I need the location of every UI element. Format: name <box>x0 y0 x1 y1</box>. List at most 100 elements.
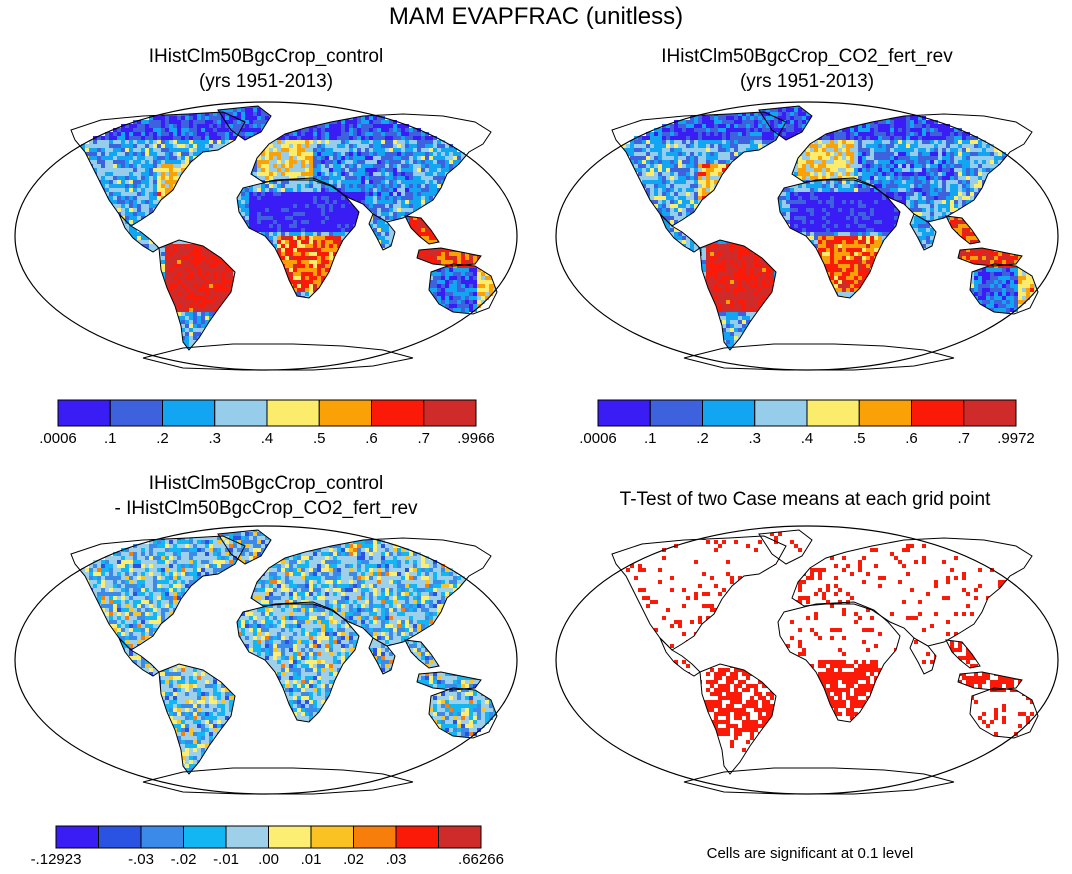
colorbar-swatch <box>371 399 425 427</box>
coastline-india <box>368 213 396 251</box>
colorbar-tick-label: .9966 <box>457 430 495 447</box>
coastline-eurasia <box>250 113 492 223</box>
map-border <box>555 525 1059 795</box>
colorbar-swatch <box>858 399 912 427</box>
significance-note: Cells are significant at 0.1 level <box>560 845 1060 863</box>
colorbar-difference: -.12923 -.03 -.02 -.01 .00 .01 .02 .03 .66266 <box>31 825 504 868</box>
colorbar-tick-label: .4 <box>801 430 814 447</box>
colorbar-tick-label: .3 <box>208 430 221 447</box>
coastline-southAmerica <box>699 239 777 351</box>
colorbar-tick-label: -.02 <box>171 851 197 868</box>
map-border <box>14 525 518 795</box>
colorbar-co2-fert-rev: .0006 .1 .2 .3 .4 .5 .6 .7 .9972 <box>579 399 1035 447</box>
coastline-centralAmerica <box>659 213 701 253</box>
coastline-indonesia <box>957 671 1023 691</box>
coastline-northAmerica <box>70 535 246 651</box>
colorbar-tick-label: .2 <box>156 430 169 447</box>
colorbar-swatch <box>98 825 142 849</box>
coastline-centralAmerica <box>118 213 160 253</box>
colorbar-tick-label: .3 <box>748 430 761 447</box>
colorbar-tick-label: .9972 <box>997 430 1035 447</box>
colorbar-swatch <box>183 825 227 849</box>
colorbar-tick-label: .00 <box>258 851 279 868</box>
coastline-greenland <box>217 105 272 141</box>
coastline-southAmerica <box>699 663 777 775</box>
panel-1-title-line-1: IHistClm50BgcCrop_control <box>16 46 516 68</box>
coastline-australia <box>969 263 1039 315</box>
colorbar-swatch <box>109 399 163 427</box>
map-border <box>555 101 1059 371</box>
colorbar-tick-label: .5 <box>313 430 326 447</box>
colorbar-swatch <box>55 825 99 849</box>
coastline-antarctica <box>142 767 414 795</box>
colorbar-swatch <box>162 399 216 427</box>
coastline-seAsia <box>945 639 981 669</box>
colorbar-tick-label: .2 <box>696 430 709 447</box>
coastline-centralAmerica <box>659 637 701 677</box>
coastline-indonesia <box>416 671 482 691</box>
coastline-indonesia <box>957 247 1023 267</box>
colorbar-tick-label: .01 <box>301 851 322 868</box>
colorbar-tick-label: .02 <box>343 851 364 868</box>
coastline-southAmerica <box>158 239 236 351</box>
coastline-india <box>909 637 937 675</box>
colorbar-swatch <box>649 399 703 427</box>
colorbar-swatch <box>395 825 439 849</box>
coastline-seAsia <box>404 215 440 245</box>
colorbar-tick-label: .1 <box>104 430 117 447</box>
colorbar-tick-label: .5 <box>853 430 866 447</box>
coastline-eurasia <box>250 537 492 647</box>
figure-title: MAM EVAPFRAC (unitless) <box>0 3 1072 30</box>
panel-4-title: T-Test of two Case means at each grid po… <box>540 489 1070 511</box>
coastline-northAmerica <box>70 111 246 227</box>
panel-3-title-line-1: IHistClm50BgcCrop_control <box>16 473 516 495</box>
colorbar-swatch <box>268 825 312 849</box>
panel-3-title-line-2: - IHistClm50BgcCrop_CO2_fert_rev <box>16 498 516 520</box>
colorbar-swatch <box>597 399 651 427</box>
colorbar-swatch <box>57 399 111 427</box>
colorbar-swatch <box>963 399 1017 427</box>
panel-1-title-line-2: (yrs 1951-2013) <box>16 71 516 93</box>
coastline-centralAmerica <box>118 637 160 677</box>
coastline-australia <box>969 687 1039 739</box>
colorbar-swatch <box>225 825 269 849</box>
colorbar-swatch <box>754 399 808 427</box>
colorbar-tick-label: -.01 <box>213 851 239 868</box>
map-difference <box>14 525 518 795</box>
coastline-india <box>909 213 937 251</box>
colorbar-tick-label: .0006 <box>579 430 617 447</box>
map-border <box>14 101 518 371</box>
coastline-southAmerica <box>158 663 236 775</box>
coastline-australia <box>428 687 498 739</box>
colorbar-tick-label: .66266 <box>458 851 504 868</box>
colorbar-tick-label: -.12923 <box>31 851 82 868</box>
colorbar-swatch <box>140 825 184 849</box>
panel-2-title-line-2: (yrs 1951-2013) <box>557 71 1057 93</box>
coastline-eurasia <box>791 113 1033 223</box>
colorbar-swatch <box>702 399 756 427</box>
coastline-antarctica <box>142 343 414 371</box>
colorbar-tick-label: .1 <box>644 430 657 447</box>
colorbar-tick-label: .7 <box>957 430 970 447</box>
colorbar-swatch <box>214 399 268 427</box>
coastline-greenland <box>217 529 272 565</box>
colorbar-tick-label: .6 <box>905 430 918 447</box>
colorbar-tick-label: .0006 <box>39 430 77 447</box>
colorbar-tick-label: .03 <box>386 851 407 868</box>
coastline-greenland <box>758 529 813 565</box>
coastline-india <box>368 637 396 675</box>
map-ttest <box>555 525 1059 795</box>
colorbar-swatch <box>266 399 320 427</box>
colorbar-swatch <box>353 825 397 849</box>
colorbar-tick-label: -.03 <box>128 851 154 868</box>
colorbar-swatch <box>310 825 354 849</box>
colorbar-tick-label: .4 <box>261 430 274 447</box>
coastline-greenland <box>758 105 813 141</box>
map-co2-fert-rev <box>555 101 1059 371</box>
coastline-eurasia <box>791 537 1033 647</box>
coastline-northAmerica <box>611 535 787 651</box>
map-control <box>14 101 518 371</box>
coastline-northAmerica <box>611 111 787 227</box>
colorbar-swatch <box>318 399 372 427</box>
colorbar-swatch <box>806 399 860 427</box>
